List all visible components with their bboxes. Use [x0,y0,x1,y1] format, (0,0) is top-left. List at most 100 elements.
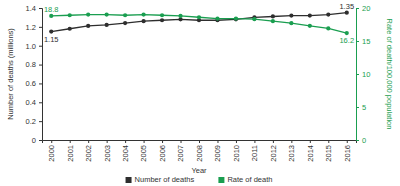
tick: 10 [356,70,370,79]
tick-mark [39,27,42,28]
tick-mark [162,140,163,143]
tick-label: 0.6 [26,79,36,88]
tick-label: 10 [362,70,370,79]
series-line [51,15,347,33]
tick-mark [356,8,359,9]
tick-label: 1.0 [26,42,36,51]
tick-mark [356,41,359,42]
y2-axis: 0 5 10 15 20 [356,4,370,145]
legend-item: Rate of death [218,175,272,184]
tick-label: 0.8 [26,60,36,69]
y-axis-title: Number of deaths (millions) [6,28,15,120]
marker [49,14,53,18]
tick: 2007 [176,140,185,162]
marker [141,12,145,16]
tick: 2016 [343,140,352,162]
marker [308,24,312,28]
marker [68,27,72,31]
marker [178,14,182,18]
tick: 2006 [158,140,167,162]
tick-label: 2016 [343,145,352,162]
tick-mark [310,140,311,143]
tick-mark [199,140,200,143]
marker [289,21,293,25]
tick-label: 15 [362,37,370,46]
tick: 2003 [103,140,112,162]
tick-label: 0 [32,136,36,145]
tick-label: 2012 [269,145,278,162]
tick-label: 2004 [121,145,130,162]
tick: 0.8 [26,60,42,69]
marker [234,17,238,21]
tick-label: 0.4 [26,98,36,107]
tick: 1.2 [26,23,42,32]
tick: 20 [356,4,370,13]
legend-swatch [126,177,132,183]
legend: Number of deaths Rate of death [126,175,273,184]
tick-mark [39,65,42,66]
tick-mark [144,140,145,143]
marker [326,12,330,16]
tick-mark [217,140,218,143]
series-line [51,13,347,32]
tick-mark [107,140,108,143]
tick-label: 1.2 [26,23,36,32]
tick-mark [347,140,348,143]
tick: 2011 [250,140,259,161]
marker [289,13,293,17]
data-label: 1.35 [339,2,354,11]
marker [123,13,127,17]
series-group [49,11,349,36]
tick-mark [125,140,126,143]
tick: 2001 [66,140,75,162]
data-label: 1.15 [44,35,59,44]
tick-label: 2015 [324,145,333,162]
marker [105,23,109,27]
tick: 2010 [232,140,241,162]
tick: 0 [32,136,42,145]
tick-label: 5 [362,103,366,112]
tick: 2013 [287,140,296,162]
y2-axis-line [357,9,360,141]
data-label: 16.2 [339,36,354,45]
tick-label: 2000 [47,145,56,162]
marker [160,13,164,17]
marker [123,21,127,25]
marker [160,18,164,22]
tick: 2015 [324,140,333,162]
tick: 2012 [269,140,278,162]
y2-axis-title: Rate of death/100,000 population [385,19,394,130]
tick-label: 2003 [103,145,112,162]
legend-item: Number of deaths [126,175,195,184]
tick: 0 [356,136,366,145]
tick-label: 2009 [213,145,222,162]
x-axis-title: Year [191,166,207,175]
tick-label: 0 [362,136,366,145]
y-axis-line [39,9,43,141]
marker [49,29,53,33]
legend-label: Number of deaths [135,175,195,184]
marker [271,14,275,18]
tick-mark [273,140,274,143]
tick-mark [356,140,359,141]
tick: 1.0 [26,42,42,51]
plot: 2000200120022003200420052006200720082009… [26,2,371,162]
marker [252,17,256,21]
tick-label: 0.2 [26,117,36,126]
marker [86,12,90,16]
y-axis: 00.20.40.60.81.01.21.4 [26,4,43,145]
tick-label: 2007 [176,145,185,162]
tick-label: 2001 [66,145,75,162]
marker [271,19,275,23]
tick: 2005 [139,140,148,162]
tick: 2014 [306,140,315,162]
tick-mark [328,140,329,143]
tick-label: 20 [362,4,370,13]
tick-mark [39,83,42,84]
x-axis: 2000200120022003200420052006200720082009… [43,140,357,162]
tick: 2000 [47,140,56,162]
marker [326,26,330,30]
marker [345,11,349,15]
marker [105,12,109,16]
data-labels: 1.151.3518.816.2 [44,2,354,45]
